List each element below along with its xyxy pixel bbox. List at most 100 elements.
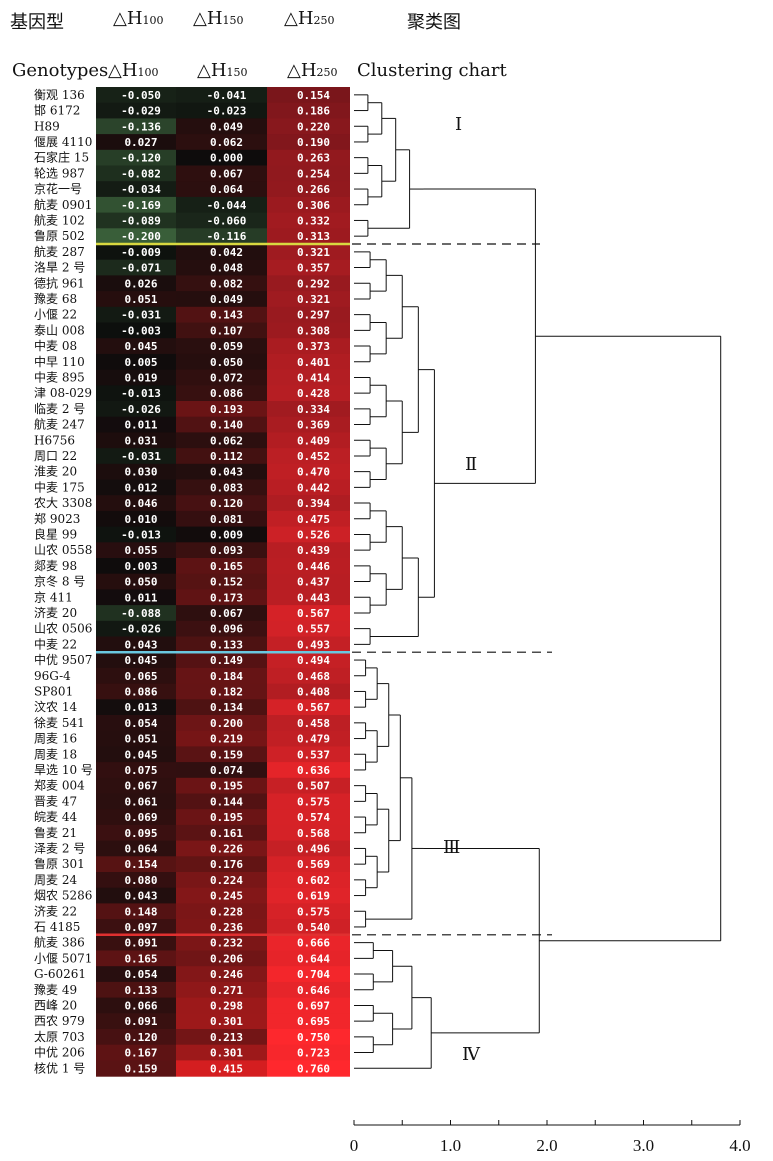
heatmap-cell [96,793,176,810]
heatmap-cell [267,762,350,779]
heatmap-cell [176,416,267,433]
heatmap-cell [96,558,176,575]
heatmap-cell [96,1029,176,1046]
heatmap-cell [176,887,267,904]
cell-value: 0.067 [210,607,243,620]
cell-value: 0.220 [297,120,330,133]
heatmap-cell [96,102,176,119]
heatmap-cell [267,667,350,685]
cell-value: 0.051 [124,733,157,746]
genotype-label: 周麦 18 [34,747,77,761]
cell-value: -0.031 [121,450,161,463]
heatmap-cell [267,1060,350,1077]
cell-value: -0.009 [121,246,161,259]
cell-value: 0.646 [297,984,330,997]
cell-value: 0.005 [124,356,157,369]
heatmap-cell [176,573,267,590]
cell-value: 0.082 [210,277,243,290]
heatmap-cell [96,228,176,245]
heatmap-cell [267,244,350,261]
header-dh250-cn: △H250 [284,8,335,29]
cell-value: 0.458 [297,717,330,730]
cell-value: 0.140 [210,419,243,432]
heatmap-cell [176,542,267,559]
cell-value: 0.045 [124,340,157,353]
genotype-label: 山农 0558 [34,543,92,557]
cell-value: 0.054 [124,968,157,981]
genotype-label: 石 4185 [34,920,80,934]
x-axis-tick-label: 0 [350,1136,359,1155]
genotype-label: 中麦 895 [34,369,85,384]
cell-value: 0.154 [124,858,157,871]
heatmap-cell [176,981,267,999]
heatmap-cell [267,573,350,590]
genotype-label: H89 [34,119,60,133]
heatmap-cell [176,558,267,575]
cell-value: 0.468 [297,670,330,683]
header-dh250-en: △H250 [287,60,338,81]
heatmap-cell [267,715,350,732]
genotype-label: 偃展 4110 [34,134,92,149]
genotype-label: 晋麦 47 [34,794,77,808]
heatmap-cell [176,228,267,245]
heatmap-cell [96,87,176,104]
cell-value: 0.097 [124,921,157,934]
cell-value: 0.066 [124,999,157,1012]
cell-value: 0.636 [297,764,330,777]
heatmap-cell [96,746,176,763]
cell-value: 0.133 [124,984,157,997]
heatmap-cell [96,652,176,669]
heatmap-cell [176,777,267,795]
cell-value: -0.082 [121,167,161,180]
heatmap-cell [267,793,350,810]
cell-value: 0.297 [297,309,330,322]
heatmap-cell [176,275,267,292]
heatmap-cell [176,306,267,324]
cell-value: 0.401 [297,356,330,369]
cell-value: 0.569 [297,858,330,871]
genotype-label: 京花一号 [34,181,82,196]
cell-value: -0.023 [207,105,247,118]
cell-value: -0.120 [121,152,161,165]
heatmap-cell [96,762,176,779]
cell-value: 0.245 [210,890,243,903]
heatmap-cell [176,652,267,669]
heatmap-cell [267,1013,350,1030]
heatmap-cell [267,510,350,528]
cluster-label-4: Ⅳ [462,1044,481,1065]
genotype-label: 山农 0506 [34,622,92,636]
cell-value: 0.091 [124,1015,157,1028]
heatmap-cell [96,699,176,716]
cell-value: 0.224 [210,874,243,887]
heatmap-cell [267,809,350,826]
cell-value: 0.152 [210,576,243,589]
heatmap-cell [96,259,176,276]
heatmap-cell [176,401,267,418]
heatmap-cell [96,667,176,685]
genotype-label: 泽麦 2 号 [34,841,85,855]
cell-value: 0.321 [297,246,330,259]
heatmap-cell [96,275,176,292]
genotype-label: 豫麦 68 [34,292,77,306]
cell-value: 0.602 [297,874,330,887]
cell-value: -0.044 [207,199,247,212]
cell-value: 0.167 [124,1047,157,1060]
x-axis-tick-label: 4.0 [729,1136,750,1155]
heatmap-cell [176,746,267,763]
cell-value: 0.190 [297,136,330,149]
cell-value: 0.075 [124,764,157,777]
cell-value: -0.089 [121,214,161,227]
cell-value: 0.186 [297,105,330,118]
cell-value: 0.301 [210,1015,243,1028]
cell-value: 0.236 [210,921,243,934]
genotype-label: 徐麦 541 [34,715,85,730]
cell-value: 0.414 [297,371,330,384]
cell-value: 0.567 [297,701,330,714]
heatmap-cell [267,196,350,214]
heatmap-cell [267,401,350,418]
cell-value: 0.011 [124,419,157,432]
cell-value: 0.415 [210,1062,243,1075]
cell-value: 0.537 [297,748,330,761]
cell-value: 0.760 [297,1062,330,1075]
heatmap-cell [96,385,176,402]
